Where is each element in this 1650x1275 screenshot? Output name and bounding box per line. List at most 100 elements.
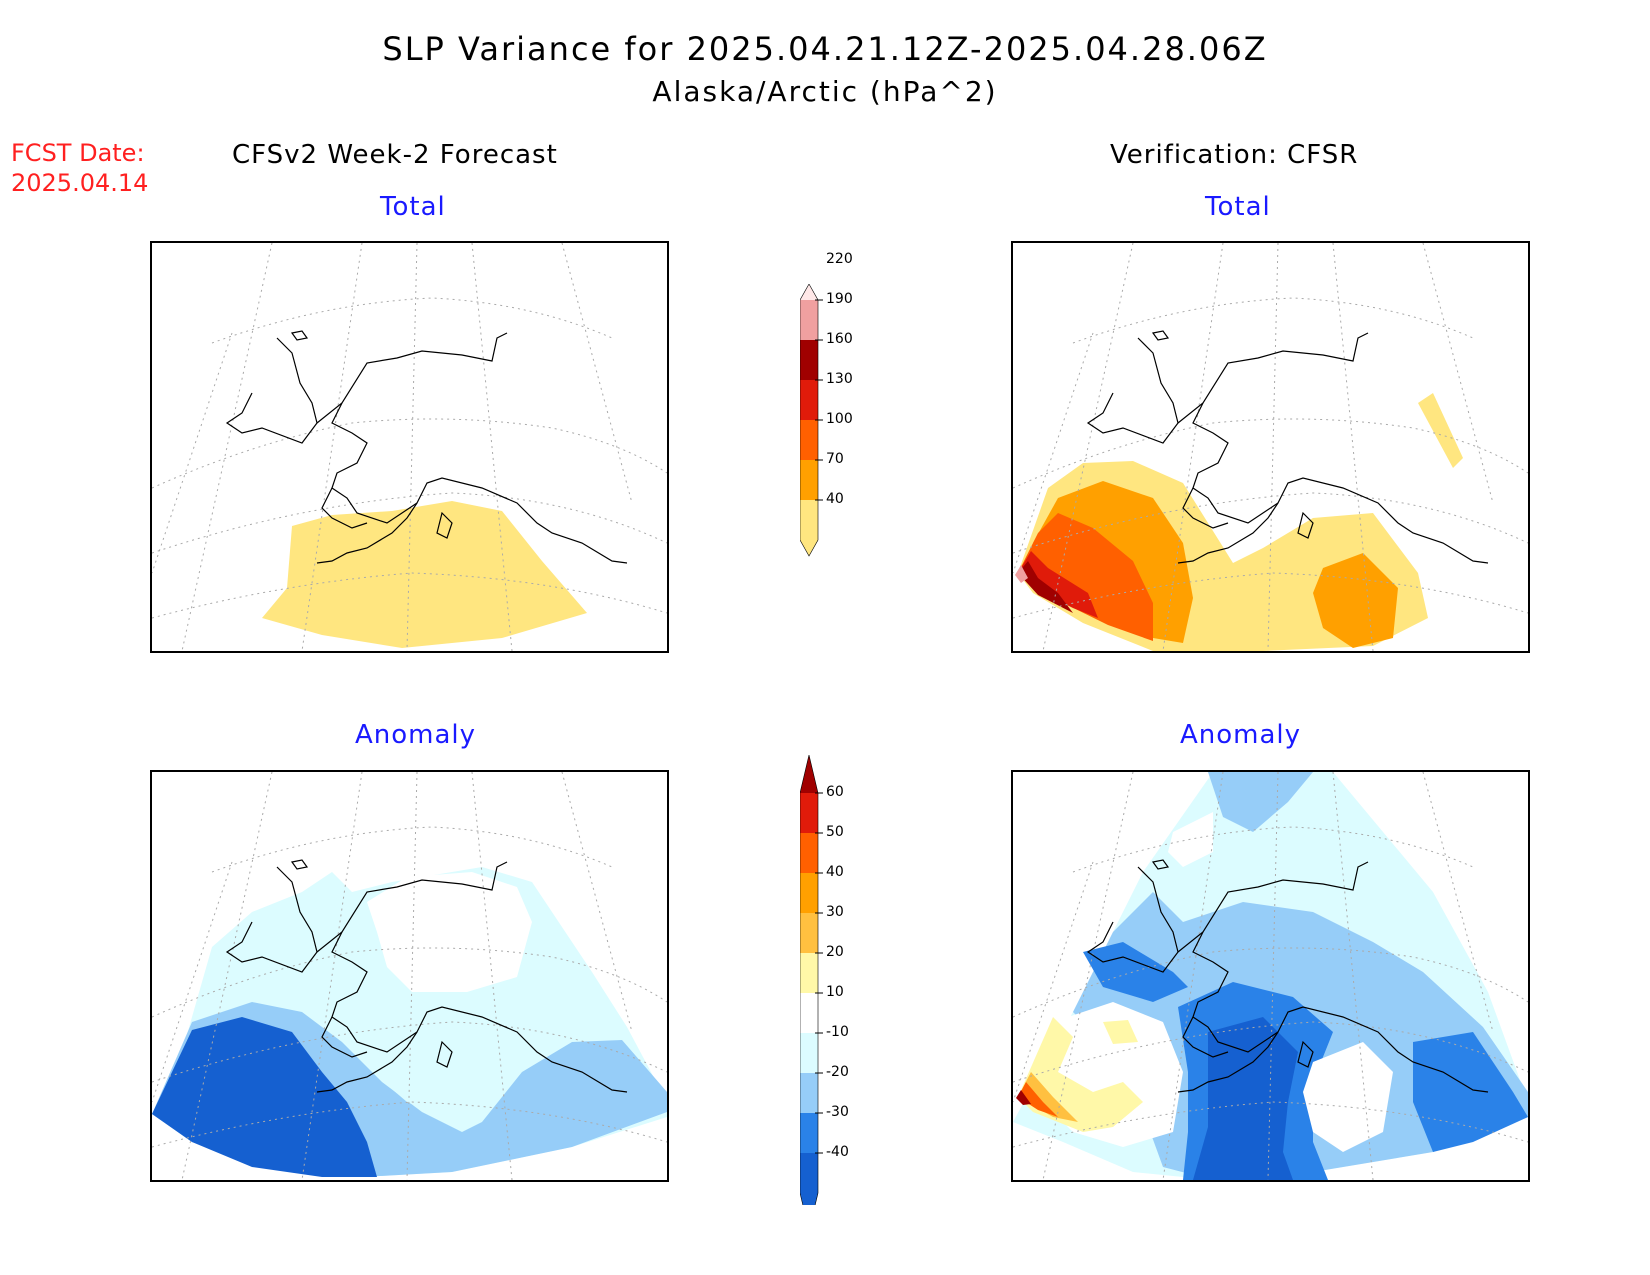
graticule-line	[1042, 243, 1134, 651]
colorbar-band	[800, 340, 818, 380]
anomaly-orange-edge2	[1018, 1082, 1058, 1117]
coastline-segment	[316, 332, 508, 424]
coastline-segment	[290, 330, 309, 341]
graticule-line	[211, 297, 613, 344]
coastline-segment	[331, 931, 628, 1093]
colorbar-band	[800, 460, 818, 500]
coastline-segment	[321, 487, 368, 529]
anomaly-blue-northwest	[1083, 942, 1188, 1002]
graticule-line	[152, 861, 233, 1103]
anomaly-blue-core-dark	[1193, 1017, 1298, 1180]
colorbar-outline	[799, 754, 819, 1232]
forecast-total-map	[150, 241, 669, 653]
variance-red	[1018, 513, 1153, 641]
total-colorbar-svg	[799, 259, 823, 557]
coastline-segment	[1086, 866, 1179, 973]
verification-anomaly-label: Anomaly	[1180, 720, 1302, 750]
coastline-segment	[1086, 337, 1179, 444]
fcst-date: FCST Date: 2025.04.14	[11, 138, 148, 198]
forecast-column-title: CFSv2 Week-2 Forecast	[232, 140, 558, 170]
graticule-line	[301, 243, 363, 651]
colorbar-top-cap	[800, 755, 818, 793]
total-colorbar: 40 70 100 130 160 190 220	[799, 251, 870, 614]
lat-lon-grid	[152, 243, 667, 651]
colorbar-tick-label: -20	[826, 1064, 849, 1080]
graticule-line	[1072, 826, 1474, 873]
graticule-line	[1162, 772, 1224, 1180]
graticule-line	[406, 243, 418, 651]
coastline-segment	[1177, 502, 1279, 564]
coastline	[225, 330, 628, 564]
colorbar-band	[800, 420, 818, 460]
forecast-anomaly-label: Anomaly	[355, 720, 477, 750]
chart-title: SLP Variance for 2025.04.21.12Z-2025.04.…	[382, 30, 1268, 68]
coastline	[1086, 330, 1489, 564]
coastline-segment	[1151, 330, 1170, 341]
anomaly-white	[367, 872, 532, 992]
coastline-segment	[1151, 859, 1170, 870]
anomaly-blue-west	[152, 1017, 377, 1177]
anomaly-orange-edge	[1018, 1072, 1078, 1122]
colorbar-tick-label: 220	[826, 251, 853, 267]
graticule-line	[1042, 772, 1134, 1180]
coastline-segment	[436, 511, 453, 539]
lat-lon-grid	[152, 772, 667, 1180]
colorbar-band	[800, 1073, 818, 1113]
coastline-segment	[290, 859, 309, 870]
graticule-line	[211, 826, 613, 873]
colorbar-band	[800, 500, 818, 540]
lat-lon-grid	[1013, 772, 1528, 1180]
colorbar-top-cap	[800, 284, 818, 300]
colorbar-band	[800, 793, 818, 833]
colorbar-outline	[799, 283, 819, 557]
colorbar-tick-label: 60	[826, 784, 844, 800]
fcst-date-label: FCST Date:	[11, 139, 145, 167]
colorbar-band	[800, 953, 818, 993]
colorbar-band	[800, 300, 818, 340]
coastline-segment	[1192, 402, 1489, 564]
fcst-date-value: 2025.04.14	[11, 169, 149, 197]
colorbar-band	[800, 833, 818, 873]
verification-anomaly-map	[1011, 770, 1530, 1182]
coastline-segment	[1177, 332, 1369, 424]
colorbar-band	[800, 913, 818, 953]
coastline-segment	[1177, 1031, 1279, 1093]
colorbar-tick-label: 50	[826, 824, 844, 840]
graticule-line	[1013, 1101, 1528, 1148]
graticule-line	[1332, 772, 1374, 1180]
graticule-line	[1267, 243, 1279, 651]
colorbar-band	[800, 1113, 818, 1153]
colorbar-tick-label: 30	[826, 904, 844, 920]
colorbar-tick-label: -40	[826, 1144, 849, 1160]
coastline-segment	[316, 502, 418, 564]
graticule-line	[181, 772, 273, 1180]
colorbar-band	[800, 1153, 818, 1193]
graticule-line	[406, 772, 418, 1180]
graticule-line	[152, 418, 667, 489]
graticule-line	[1267, 772, 1279, 1180]
anomaly-yellow-spot	[1103, 1020, 1138, 1044]
anomaly-colorbar-svg	[799, 754, 823, 1232]
colorbar-tick-label: 40	[826, 491, 844, 507]
graticule-line	[471, 772, 513, 1180]
colorbar-band	[800, 380, 818, 420]
coastline-segment	[225, 866, 318, 973]
graticule-line	[561, 243, 633, 504]
graticule-line	[1422, 243, 1494, 504]
colorbar-tick-label: 10	[826, 984, 844, 1000]
colorbar-tick-label: -30	[826, 1104, 849, 1120]
colorbar-bottom-cap	[800, 540, 818, 556]
graticule-line	[1013, 332, 1094, 574]
coastline	[1086, 859, 1489, 1093]
forecast-anomaly-map	[150, 770, 669, 1182]
colorbar-tick-label: 20	[826, 944, 844, 960]
coastline-segment	[1182, 487, 1229, 529]
coastline-segment	[316, 1031, 418, 1093]
anomaly-lightcyan-inner	[372, 1017, 482, 1117]
colorbar-tick-label: 160	[826, 331, 853, 347]
coastline-segment	[1297, 1040, 1314, 1068]
anomaly-blue-top	[1208, 772, 1313, 832]
variance-maroon	[1018, 561, 1073, 613]
graticule-line	[181, 243, 273, 651]
colorbar-tick-label: -10	[826, 1024, 849, 1040]
